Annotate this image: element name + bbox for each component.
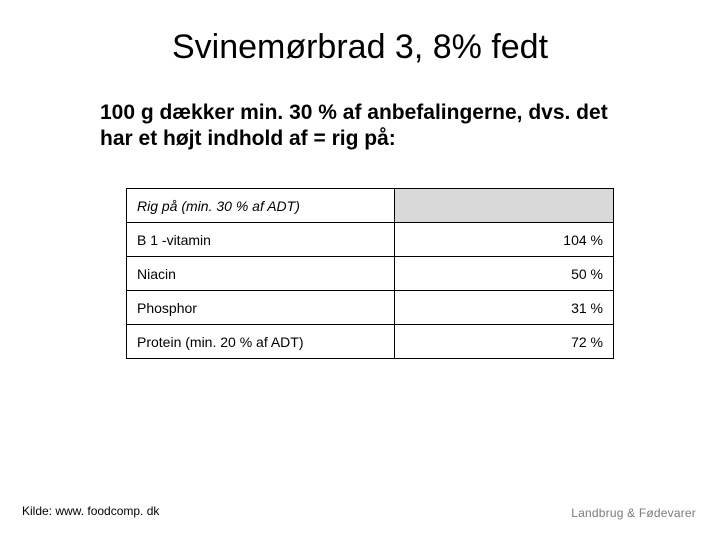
nutrient-name: B 1 -vitamin [127, 223, 395, 257]
nutrient-value: 50 % [394, 257, 613, 291]
nutrient-table: Rig på (min. 30 % af ADT) B 1 -vitamin 1… [126, 188, 614, 359]
page-title: Svinemørbrad 3, 8% fedt [0, 28, 720, 67]
table-row: Protein (min. 20 % af ADT) 72 % [127, 325, 614, 359]
nutrient-value: 104 % [394, 223, 613, 257]
table-header-row: Rig på (min. 30 % af ADT) [127, 189, 614, 223]
nutrient-name: Protein (min. 20 % af ADT) [127, 325, 395, 359]
source-citation: Kilde: www. foodcomp. dk [22, 504, 159, 518]
table-row: B 1 -vitamin 104 % [127, 223, 614, 257]
nutrient-value: 31 % [394, 291, 613, 325]
slide: Svinemørbrad 3, 8% fedt 100 g dækker min… [0, 0, 720, 540]
table-row: Phosphor 31 % [127, 291, 614, 325]
table-row: Niacin 50 % [127, 257, 614, 291]
table-header-right [394, 189, 613, 223]
footer-logo: Landbrug & Fødevarer [571, 506, 696, 520]
nutrient-name: Niacin [127, 257, 395, 291]
table-header-left: Rig på (min. 30 % af ADT) [127, 189, 395, 223]
nutrient-value: 72 % [394, 325, 613, 359]
nutrient-name: Phosphor [127, 291, 395, 325]
subtitle: 100 g dækker min. 30 % af anbefalingerne… [100, 100, 620, 153]
